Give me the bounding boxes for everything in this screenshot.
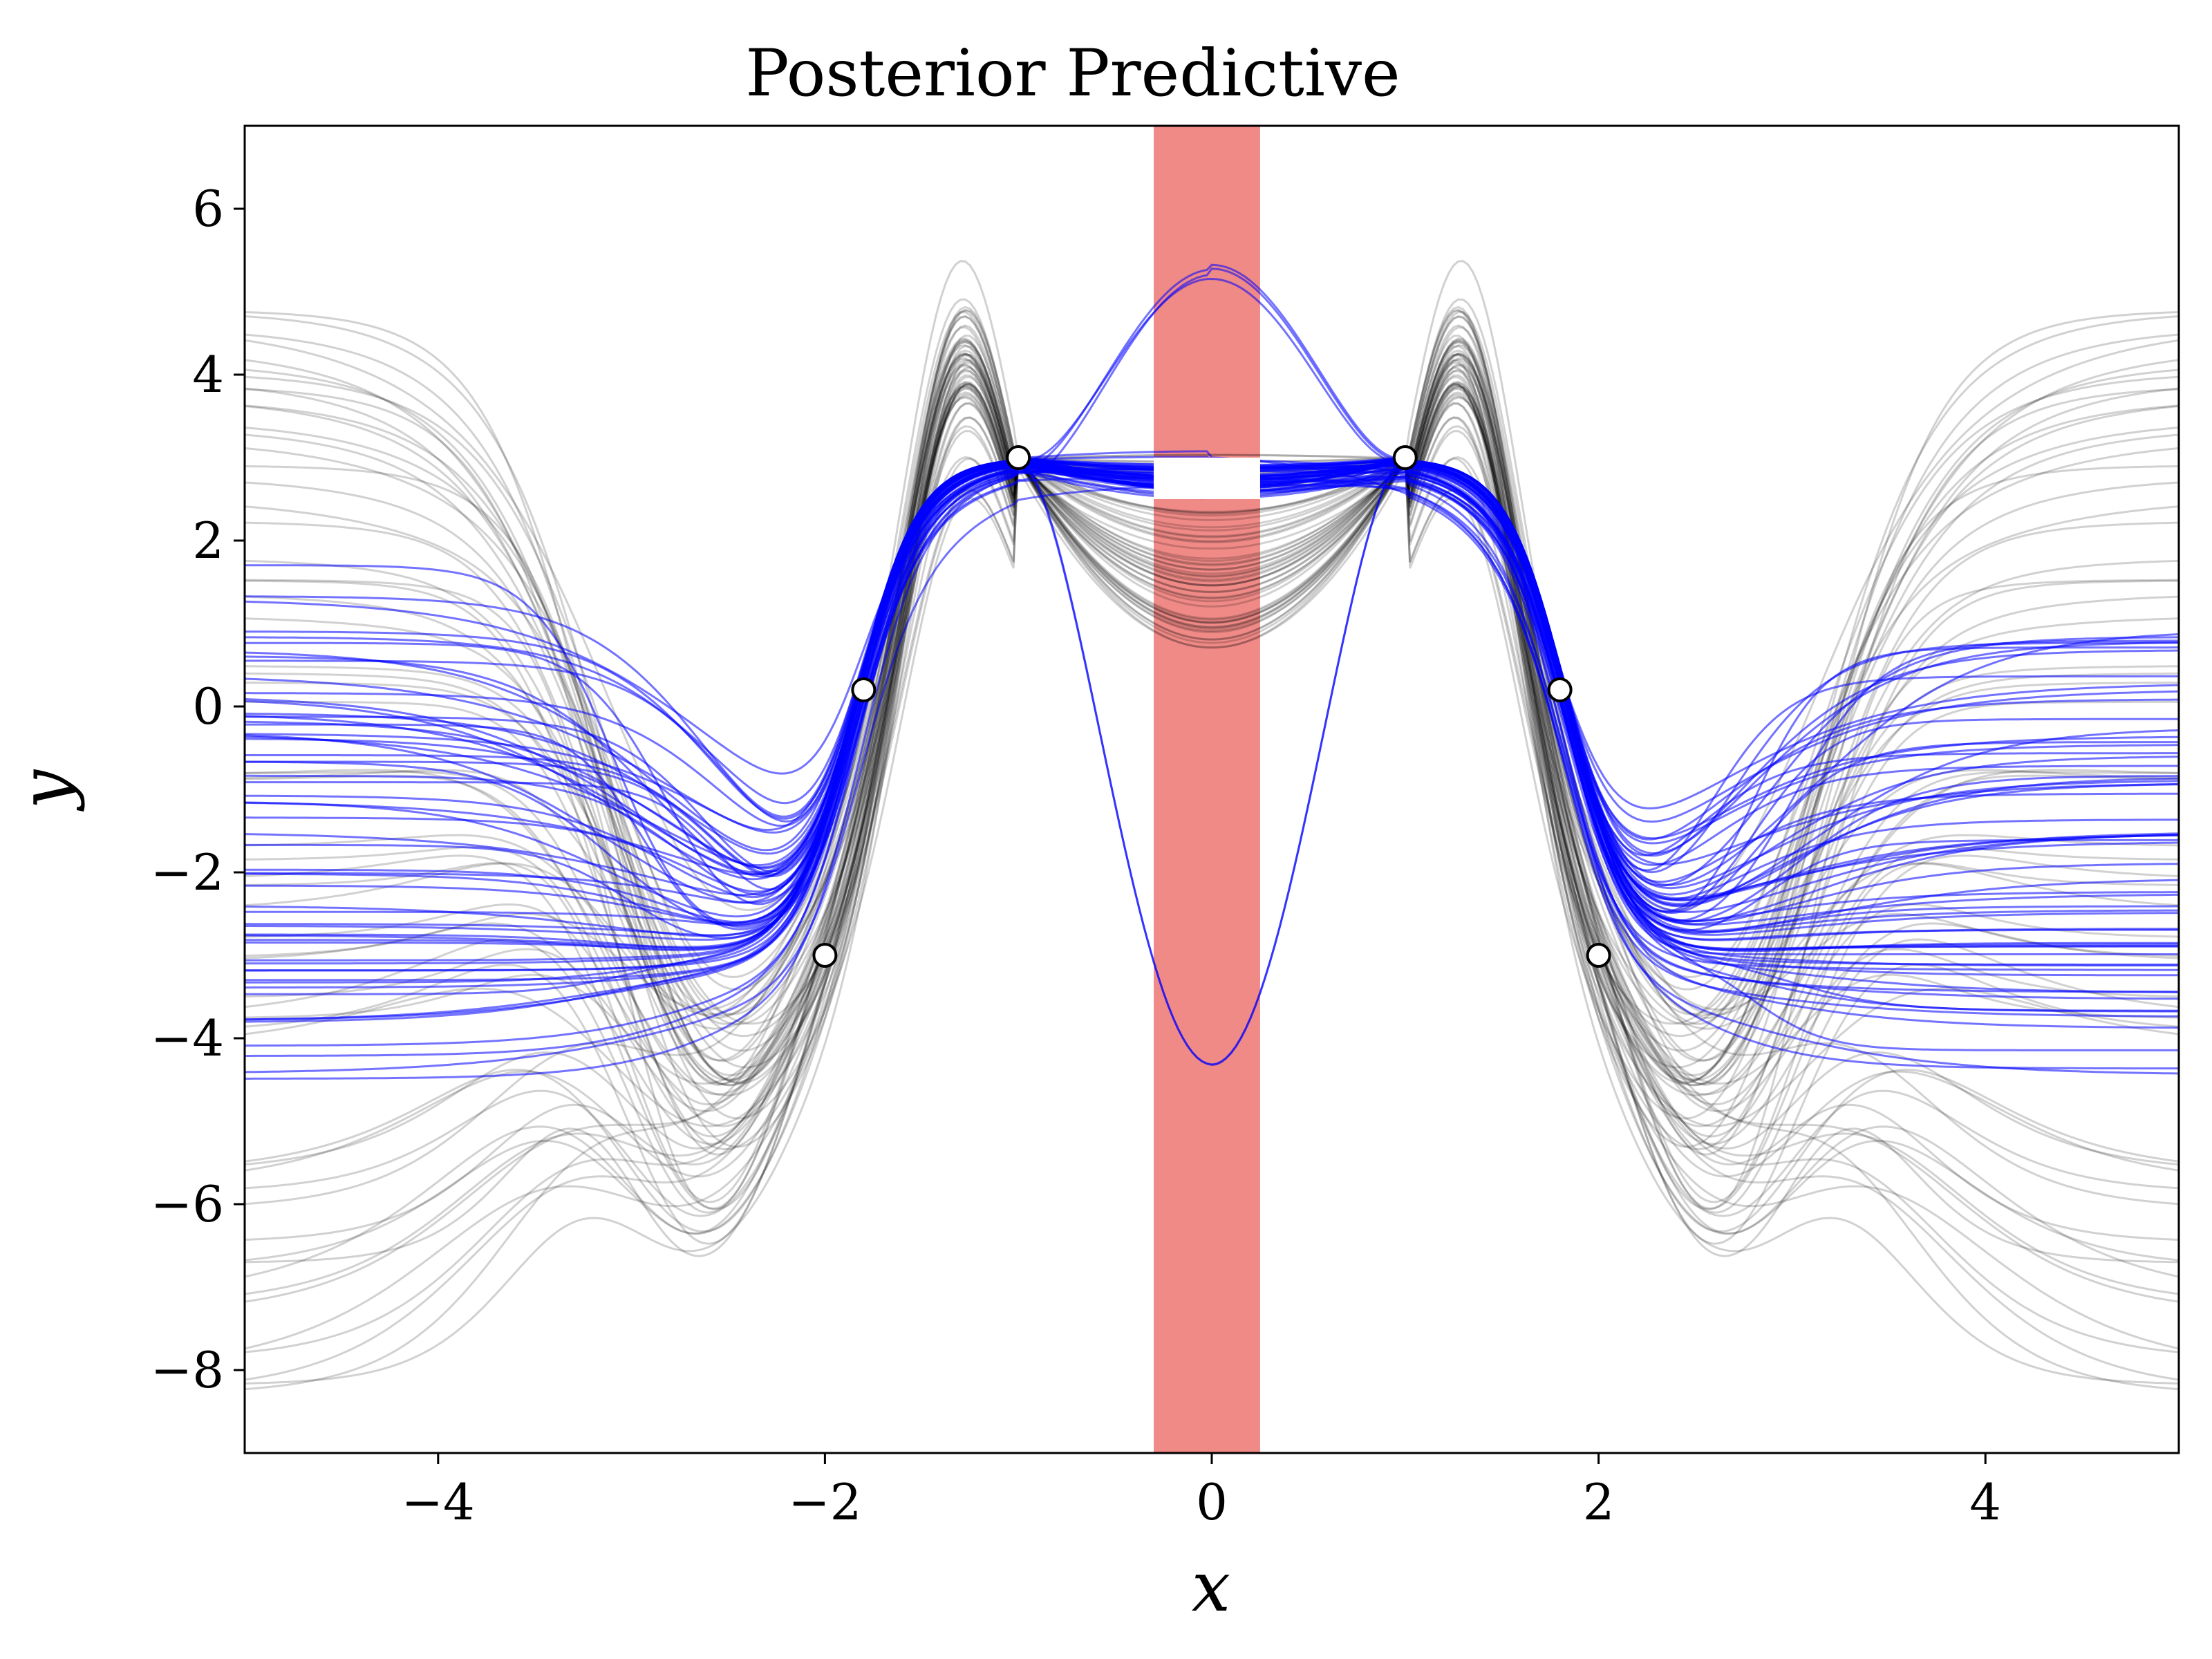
black-sample-line-4 [245, 315, 2179, 912]
black-sample-line-59 [245, 352, 2179, 1017]
black-sample-line-42 [245, 298, 2179, 1025]
x-tick-label: 2 [1583, 1473, 1615, 1531]
x-axis: −4 −2 0 2 4 [402, 1453, 2001, 1531]
y-tick-label: −2 [151, 843, 224, 901]
black-sample-line-0 [245, 315, 2179, 1106]
black-sample-line-55 [245, 374, 2179, 1217]
observation-point-1 [851, 677, 877, 702]
y-tick-label: 2 [192, 512, 224, 570]
blue-sample-line-1 [245, 450, 2179, 1018]
y-tick-label: 6 [192, 180, 224, 238]
black-sample-line-57 [245, 311, 2179, 1120]
black-sample-line-7 [245, 340, 2179, 1206]
y-tick-label: 4 [192, 346, 224, 404]
y-axis-label: y [5, 769, 86, 812]
black-sample-line-49 [245, 260, 2179, 1087]
black-sample-line-28 [245, 308, 2179, 1052]
plot-area [245, 126, 2179, 1453]
black-sample-line-21 [245, 306, 2179, 1083]
y-tick-label: −6 [151, 1175, 224, 1233]
black-sample-line-45 [245, 353, 2179, 1087]
y-tick-label: −4 [151, 1009, 224, 1067]
black-sample-line-50 [245, 380, 2179, 1278]
observation-point-4 [1547, 677, 1573, 702]
black-sample-line-13 [245, 402, 2179, 1353]
black-sample-line-54 [245, 362, 2179, 1069]
black-sample-line-3 [245, 391, 2179, 1166]
black-sample-line-1 [245, 376, 2179, 1262]
chart-title: Posterior Predictive [745, 36, 1400, 111]
black-sample-line-33 [245, 353, 2179, 1214]
blue-sample-line-40 [245, 268, 2179, 907]
x-tick-label: 0 [1196, 1473, 1228, 1531]
black-sample-line-53 [245, 384, 2179, 1303]
blue-sample-line-55 [245, 456, 2179, 1067]
y-tick-label: 0 [192, 677, 224, 735]
observation-point-5 [1586, 943, 1611, 968]
blue-sample-line-23 [245, 263, 2179, 1012]
x-tick-label: −2 [788, 1473, 861, 1531]
observation-point-2 [1006, 445, 1031, 470]
observation-point-0 [812, 943, 838, 968]
black-sample-line-16 [245, 393, 2179, 1241]
black-sample-line-37 [245, 359, 2179, 1350]
black-sample-line-48 [245, 368, 2179, 1391]
black-sample-line-52 [245, 337, 2179, 979]
x-tick-label: 4 [1969, 1473, 2001, 1531]
black-sample-line-6 [245, 383, 2179, 1097]
x-tick-label: −4 [402, 1473, 475, 1531]
y-axis: −8 −6 −4 −2 0 2 4 6 [151, 180, 245, 1399]
black-sample-line-32 [245, 382, 2179, 1127]
x-axis-label: x [1192, 1546, 1230, 1627]
y-tick-label: −8 [151, 1341, 224, 1399]
shaded-region [1154, 126, 1260, 1453]
black-sample-line-29 [245, 357, 2179, 1210]
shaded-region-gap [1154, 458, 1260, 499]
observation-point-3 [1392, 445, 1418, 470]
black-sample-line-25 [245, 326, 2179, 1062]
blue-sample-line-37 [245, 277, 2179, 896]
black-sample-line-58 [245, 310, 2179, 1016]
black-sample-line-2 [245, 345, 2179, 1295]
black-sample-line-34 [245, 366, 2179, 1385]
black-sample-line-38 [245, 334, 2179, 1233]
black-sample-line-8 [245, 382, 2179, 1381]
